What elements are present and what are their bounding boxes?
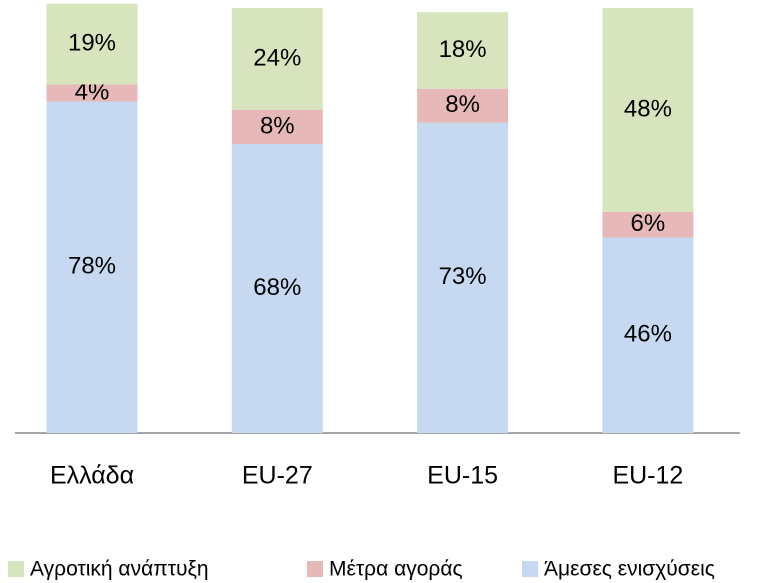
bar-segment <box>46 101 138 433</box>
bar-segment <box>46 84 138 102</box>
bar-segment <box>417 122 509 433</box>
value-label: 8% <box>445 91 480 118</box>
value-label: 46% <box>624 321 672 348</box>
bar-segment <box>602 237 694 433</box>
value-label: 48% <box>624 95 672 122</box>
bar-segment <box>46 3 138 85</box>
value-label: 78% <box>68 253 116 280</box>
x-tick-label: EU-12 <box>612 462 683 490</box>
legend-swatch <box>307 561 323 577</box>
value-label: 6% <box>631 210 666 237</box>
value-label: 68% <box>253 274 301 301</box>
value-label: 19% <box>68 29 116 56</box>
legend-swatch <box>522 561 538 577</box>
value-label: 8% <box>260 112 295 139</box>
legend-label: Άμεσες ενισχύσεις <box>544 558 715 581</box>
value-label: 24% <box>253 44 301 71</box>
bar-segment <box>231 8 323 110</box>
x-tick-label: EU-27 <box>242 462 313 490</box>
legend-label: Μέτρα αγοράς <box>329 558 463 581</box>
bar-segment <box>602 8 694 212</box>
bar-segment <box>417 12 509 89</box>
value-label: 73% <box>439 263 487 290</box>
value-label: 18% <box>439 36 487 63</box>
legend-label: Αγροτική ανάπτυξη <box>30 558 209 581</box>
legend-swatch <box>8 561 24 577</box>
x-tick-label: EU-15 <box>427 462 498 490</box>
bar-segment <box>231 110 323 144</box>
x-tick-label: Ελλάδα <box>50 462 134 490</box>
bar-segment <box>602 212 694 238</box>
bar-segment <box>231 144 323 433</box>
bar-segment <box>417 88 509 123</box>
